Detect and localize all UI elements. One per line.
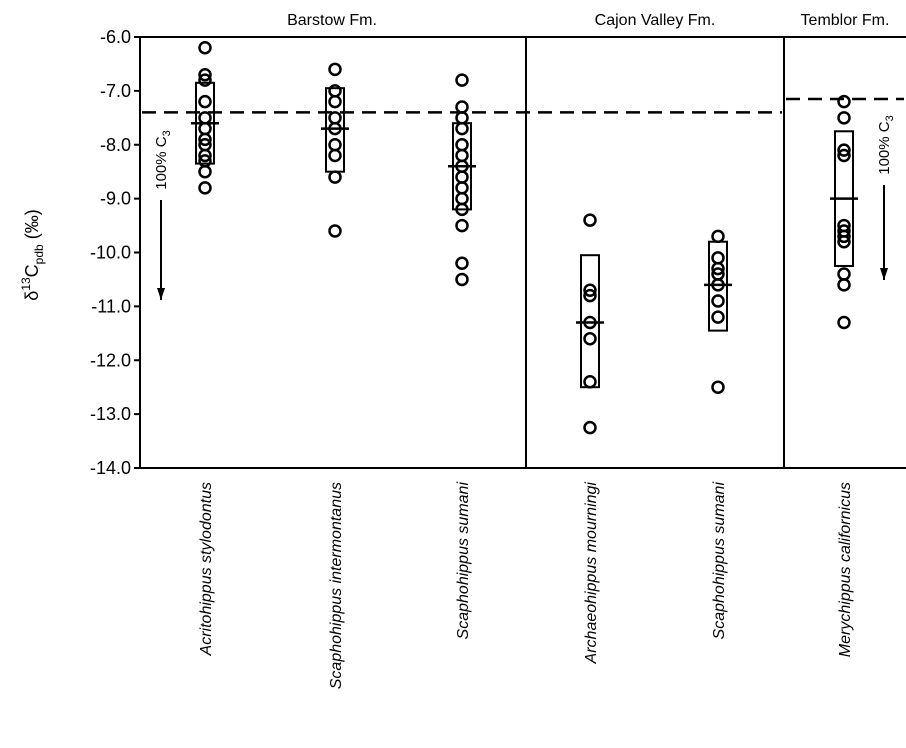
y-tick-label: -14.0 bbox=[90, 458, 131, 478]
data-point bbox=[328, 84, 342, 98]
data-point bbox=[837, 267, 851, 281]
c3-annotation-right: 100% C3 bbox=[876, 115, 896, 280]
data-point bbox=[198, 181, 212, 195]
data-point bbox=[455, 202, 469, 217]
data-point bbox=[837, 315, 851, 330]
data-point bbox=[711, 310, 725, 324]
y-tick-label: -13.0 bbox=[90, 404, 131, 424]
series-group: Scaphohippus intermontanus bbox=[321, 62, 349, 689]
formation-label: Barstow Fm. bbox=[287, 12, 377, 29]
data-point bbox=[583, 283, 597, 297]
data-point bbox=[198, 94, 212, 109]
data-point bbox=[837, 229, 851, 244]
species-label: Merychippus californicus bbox=[837, 482, 854, 657]
data-point bbox=[198, 41, 212, 55]
species-label: Scaphohippus sumani bbox=[455, 482, 472, 640]
data-point bbox=[583, 375, 597, 389]
data-point bbox=[583, 288, 597, 303]
data-point bbox=[328, 224, 342, 238]
data-point bbox=[198, 111, 212, 125]
data-point bbox=[328, 62, 342, 77]
y-tick-label: -9.0 bbox=[100, 189, 131, 209]
data-point bbox=[328, 170, 342, 184]
y-tick-label: -6.0 bbox=[100, 27, 131, 47]
data-point bbox=[455, 138, 469, 152]
data-point bbox=[455, 100, 469, 114]
series-group: Archaeohippus mourningi bbox=[576, 213, 604, 665]
data-point bbox=[583, 213, 597, 227]
series-group: Scaphohippus sumani bbox=[448, 73, 476, 640]
data-point bbox=[455, 148, 469, 163]
data-point bbox=[837, 278, 851, 292]
data-point bbox=[455, 170, 469, 184]
data-point bbox=[328, 148, 342, 163]
series-group: Acritohippus stylodontus bbox=[191, 41, 219, 656]
series-group: Scaphohippus sumani bbox=[704, 229, 732, 640]
data-point bbox=[455, 256, 469, 271]
data-point bbox=[837, 148, 851, 163]
data-point bbox=[837, 234, 851, 249]
y-axis-title-text: δ13Cpdb (‰) bbox=[19, 209, 46, 300]
data-point bbox=[711, 261, 725, 276]
data-point bbox=[328, 111, 342, 125]
y-tick-label: -12.0 bbox=[90, 350, 131, 370]
data-point bbox=[328, 138, 342, 152]
y-tick-label: -7.0 bbox=[100, 81, 131, 101]
data-point bbox=[711, 251, 725, 265]
data-point bbox=[837, 111, 851, 125]
data-point bbox=[583, 420, 597, 435]
data-point bbox=[198, 67, 212, 82]
data-point bbox=[198, 132, 212, 147]
data-point bbox=[455, 121, 469, 136]
data-point bbox=[455, 181, 469, 195]
formation-label: Cajon Valley Fm. bbox=[595, 12, 716, 29]
data-point bbox=[455, 191, 469, 206]
arrow-head bbox=[157, 288, 165, 300]
species-label: Archaeohippus mourningi bbox=[583, 482, 600, 665]
series-group: Merychippus californicus bbox=[830, 94, 858, 657]
species-label: Acritohippus stylodontus bbox=[198, 482, 215, 656]
data-point bbox=[711, 229, 725, 244]
species-label: Scaphohippus sumani bbox=[711, 482, 728, 640]
data-point bbox=[455, 111, 469, 125]
y-axis-title: δ13Cpdb (‰) bbox=[19, 209, 46, 300]
data-point bbox=[198, 148, 212, 163]
y-tick-label: -8.0 bbox=[100, 135, 131, 155]
y-tick-label: -11.0 bbox=[91, 296, 131, 316]
c3-annotation-left: 100% C3 bbox=[153, 130, 173, 300]
data-point bbox=[711, 294, 725, 308]
data-point bbox=[711, 380, 725, 394]
data-point bbox=[837, 94, 851, 109]
c3-annotation-text: 100% C3 bbox=[876, 115, 896, 175]
arrow-head bbox=[880, 268, 888, 280]
data-point bbox=[455, 73, 469, 87]
data-point bbox=[328, 94, 342, 109]
formation-label: Temblor Fm. bbox=[801, 12, 890, 29]
data-point bbox=[198, 73, 212, 87]
plot-area: -6.0 -7.0 -8.0 -9.0 -10.0 -11.0 -12.0 -13.0 -14.… bbox=[90, 12, 906, 689]
data-point bbox=[583, 331, 597, 346]
data-point bbox=[837, 143, 851, 157]
data-point bbox=[198, 164, 212, 179]
data-point bbox=[455, 218, 469, 233]
c3-annotation-text: 100% C3 bbox=[153, 130, 173, 190]
y-tick-label: -10.0 bbox=[90, 243, 131, 263]
data-point bbox=[455, 272, 469, 287]
species-label: Scaphohippus intermontanus bbox=[328, 482, 345, 689]
data-point bbox=[198, 121, 212, 136]
